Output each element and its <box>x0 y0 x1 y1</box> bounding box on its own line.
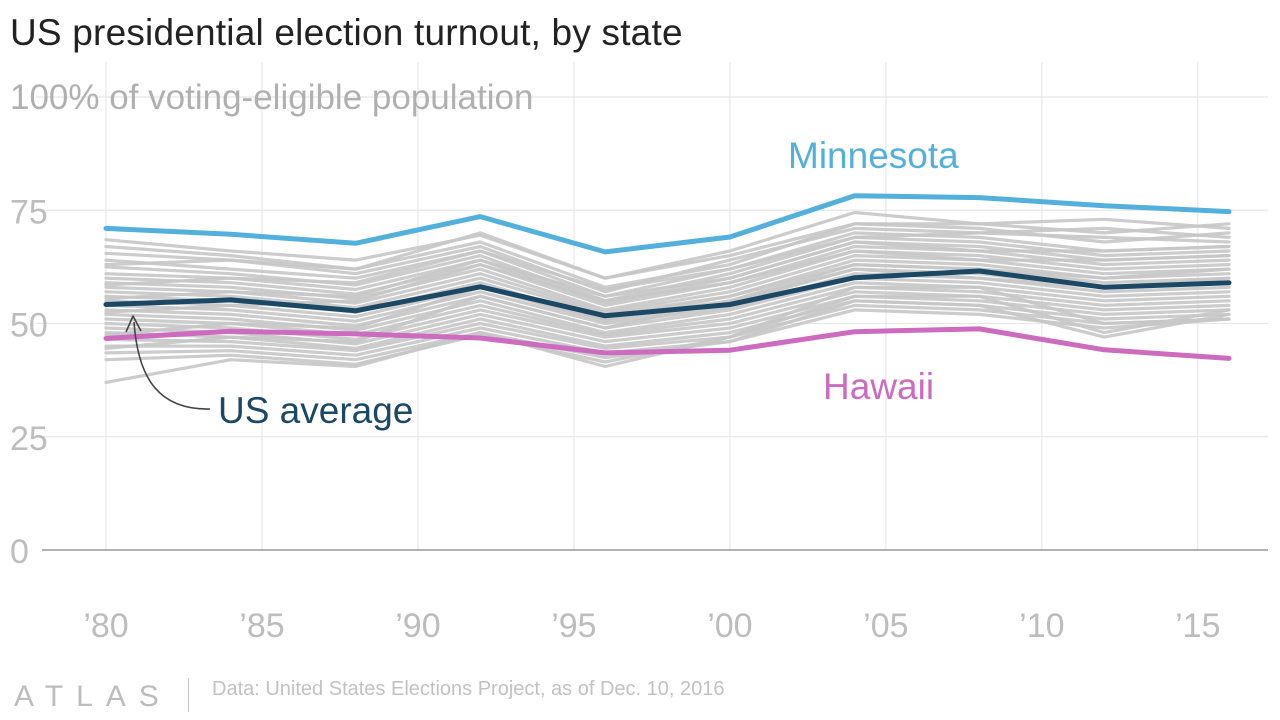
state-line <box>104 231 1231 298</box>
state-line <box>104 254 1231 314</box>
y-tick-label: 50 <box>10 307 48 345</box>
x-tick-label: ’15 <box>1175 607 1220 645</box>
state-line <box>104 244 1231 307</box>
state-line <box>104 226 1231 294</box>
footer-divider <box>188 678 189 712</box>
state-line <box>104 226 1231 292</box>
chart-title: US presidential election turnout, by sta… <box>10 12 683 53</box>
state-line <box>104 276 1231 330</box>
x-tick-label: ’85 <box>239 607 284 645</box>
x-tick-label: ’80 <box>83 607 128 645</box>
source-note: Data: United States Elections Project, a… <box>212 678 725 700</box>
state-line <box>104 217 1231 280</box>
y-tick-label: 25 <box>10 420 48 458</box>
us-average-label: US average <box>218 390 413 431</box>
us-average-line <box>103 268 1232 319</box>
minnesota-line <box>103 193 1232 255</box>
x-tick-label: ’90 <box>395 607 440 645</box>
state-line <box>104 303 1231 353</box>
footer: ATLAS Data: United States Elections Proj… <box>0 672 1280 713</box>
y-axis-label: 100% of voting-eligible population <box>10 78 533 117</box>
us-average-arrowhead <box>125 315 142 333</box>
turnout-line-chart: Minnesota Hawaii US average 0 25 50 75 100% of… <box>10 62 1268 645</box>
state-line <box>104 240 1231 301</box>
atlas-logo: ATLAS <box>14 680 172 713</box>
hawaii-line <box>103 326 1232 361</box>
state-line <box>104 299 1231 350</box>
x-tick-label: ’10 <box>1019 607 1064 645</box>
x-tick-label: ’00 <box>707 607 752 645</box>
minnesota-label: Minnesota <box>788 135 959 176</box>
state-line <box>104 267 1231 350</box>
state-line <box>104 210 1231 280</box>
x-tick-label: ’95 <box>551 607 596 645</box>
us-average-arrow <box>133 321 211 410</box>
x-tick-label: ’05 <box>863 607 908 645</box>
y-tick-label: 75 <box>10 193 48 231</box>
y-tick-label: 0 <box>10 533 29 571</box>
state-line <box>104 285 1231 337</box>
hawaii-label: Hawaii <box>823 366 934 407</box>
